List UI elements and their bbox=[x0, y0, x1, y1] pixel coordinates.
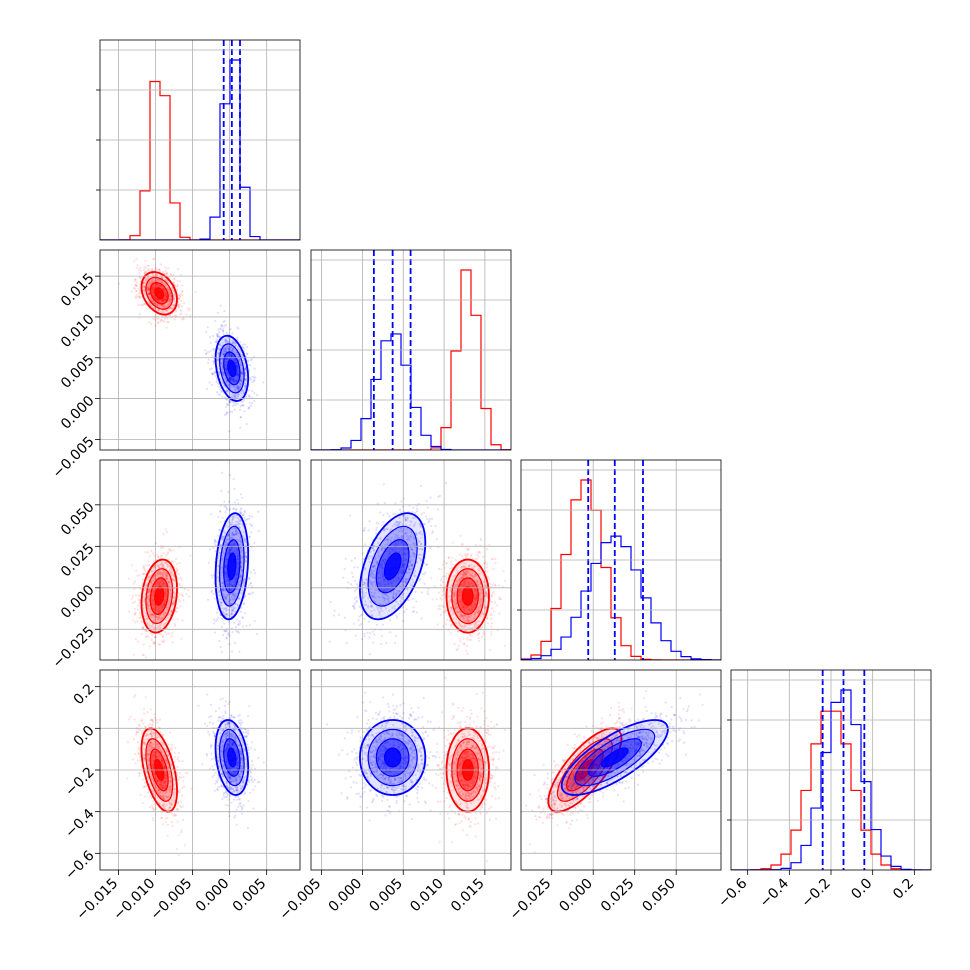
contour-series-1 bbox=[227, 747, 237, 768]
y-tick-label: −0.6 bbox=[62, 848, 97, 883]
panel-1-1 bbox=[307, 249, 512, 451]
contour-series-1 bbox=[383, 747, 402, 768]
histogram-series-1 bbox=[521, 535, 721, 660]
panel-frame bbox=[310, 669, 512, 871]
x-tick-label: 0.000 bbox=[326, 876, 366, 916]
x-tick-label: 0.010 bbox=[407, 876, 447, 916]
contour-series-0 bbox=[461, 586, 474, 606]
contour-series-1 bbox=[227, 359, 237, 378]
x-tick-label: −0.025 bbox=[507, 876, 555, 924]
x-tick-label: −0.005 bbox=[276, 876, 324, 924]
y-tick-label: 0.0 bbox=[71, 723, 98, 750]
y-tick-label: 0.050 bbox=[58, 499, 98, 539]
panel-frame bbox=[99, 459, 301, 661]
histogram-series-1 bbox=[100, 59, 300, 240]
x-tick-label: 0.0 bbox=[848, 876, 875, 903]
panel-frame bbox=[99, 39, 301, 241]
x-tick-label: 0.050 bbox=[639, 876, 679, 916]
y-tick-label: −0.4 bbox=[62, 806, 97, 841]
x-tick-label: 0.005 bbox=[366, 876, 406, 916]
panel-2-1 bbox=[310, 459, 512, 661]
panel-2-2 bbox=[517, 459, 722, 661]
y-tick-label: 0.010 bbox=[58, 311, 98, 351]
panel-3-2 bbox=[520, 669, 722, 871]
x-tick-label: −0.4 bbox=[757, 875, 792, 910]
histogram-series-0 bbox=[311, 269, 511, 450]
y-tick-label: 0.000 bbox=[58, 582, 98, 622]
y-tick-label: 0.000 bbox=[58, 393, 98, 433]
panel-frame bbox=[310, 249, 512, 451]
x-tick-label: −0.005 bbox=[147, 876, 195, 924]
panel-frame bbox=[310, 459, 512, 661]
contour-series-1 bbox=[227, 552, 237, 581]
panel-3-0 bbox=[99, 669, 301, 871]
panel-frame bbox=[520, 669, 722, 871]
y-tick-label: −0.025 bbox=[50, 624, 98, 672]
panel-frame bbox=[520, 459, 722, 661]
y-tick-label: 0.005 bbox=[58, 352, 98, 392]
contour-series-0 bbox=[154, 586, 165, 606]
y-tick-label: 0.015 bbox=[58, 270, 98, 310]
x-tick-label: 0.015 bbox=[448, 876, 488, 916]
panel-2-0 bbox=[99, 459, 301, 661]
panel-3-1 bbox=[310, 669, 512, 871]
histogram-series-0 bbox=[100, 80, 300, 240]
x-tick-label: −0.2 bbox=[798, 876, 833, 911]
panels-layer bbox=[96, 39, 932, 871]
contour-series-1 bbox=[383, 552, 402, 581]
x-tick-label: 0.2 bbox=[890, 876, 917, 903]
y-tick-label: 0.025 bbox=[58, 541, 98, 581]
y-tick-label: 0.2 bbox=[71, 681, 98, 708]
x-tick-label: 0.000 bbox=[556, 876, 596, 916]
contour-series-0 bbox=[154, 287, 165, 300]
panel-0-0 bbox=[96, 39, 301, 241]
x-tick-label: 0.005 bbox=[230, 876, 270, 916]
x-tick-label: −0.6 bbox=[715, 875, 750, 910]
y-tick-label: −0.005 bbox=[50, 434, 98, 482]
panel-3-3 bbox=[727, 669, 932, 871]
x-tick-label: 0.000 bbox=[193, 876, 233, 916]
x-tick-label: 0.025 bbox=[598, 876, 638, 916]
contour-series-1 bbox=[600, 747, 629, 768]
panel-1-0 bbox=[99, 249, 301, 451]
panel-frame bbox=[99, 249, 301, 451]
y-tick-label: −0.2 bbox=[62, 764, 97, 799]
scatter-points-series-1 bbox=[525, 693, 704, 826]
histogram-series-0 bbox=[521, 479, 721, 660]
